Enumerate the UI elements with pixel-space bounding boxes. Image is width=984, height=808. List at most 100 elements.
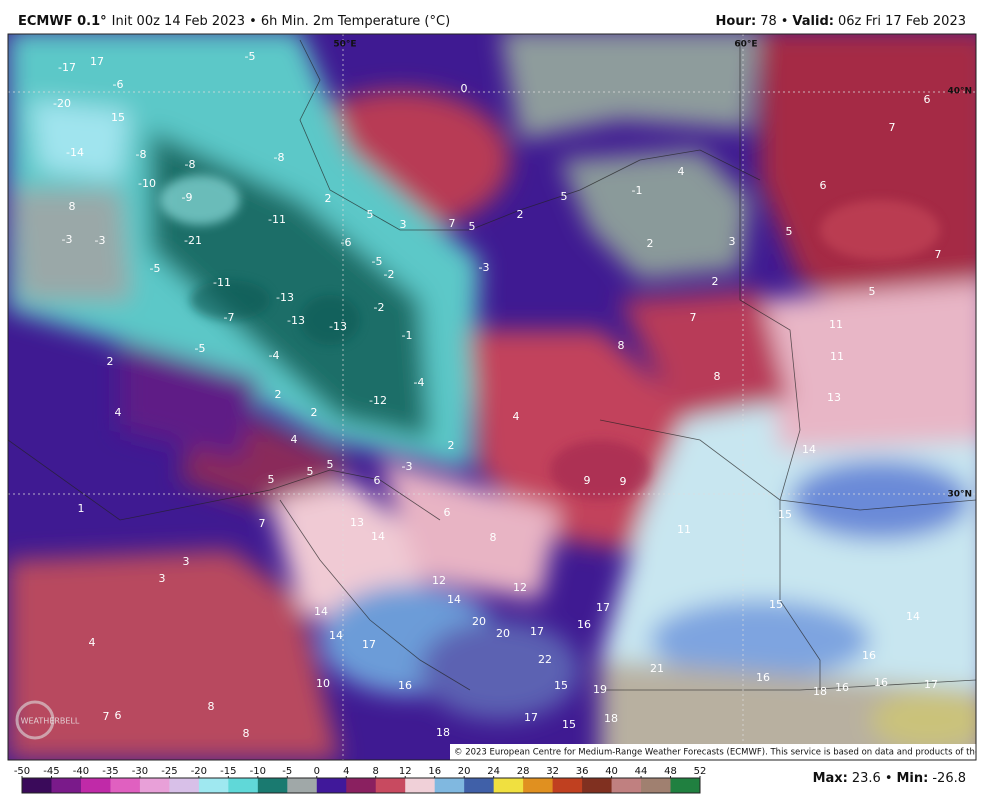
colorbar-tick-label: -25 bbox=[161, 766, 177, 777]
lon-label: 50°E bbox=[333, 40, 356, 50]
temperature-label: 7 bbox=[449, 217, 456, 230]
temperature-label: 2 bbox=[325, 192, 332, 205]
credit: © 2023 European Centre for Medium-Range … bbox=[454, 748, 984, 758]
temperature-label: 4 bbox=[89, 636, 96, 649]
temperature-label: 15 bbox=[778, 508, 792, 521]
temperature-label: 8 bbox=[618, 339, 625, 352]
temperature-label: -11 bbox=[268, 213, 286, 226]
temperature-label: 14 bbox=[447, 593, 461, 606]
temperature-label: -11 bbox=[213, 276, 231, 289]
temperature-label: 18 bbox=[813, 685, 827, 698]
colorbar-tick-label: -50 bbox=[14, 766, 30, 777]
colorbar-tick-label: 36 bbox=[576, 766, 589, 777]
temperature-label: -21 bbox=[184, 234, 202, 247]
temperature-label: 14 bbox=[329, 629, 343, 642]
temperature-label: 3 bbox=[729, 235, 736, 248]
colorbar-tick-label: 8 bbox=[373, 766, 379, 777]
max: 23.6 bbox=[852, 771, 881, 786]
separator: • bbox=[885, 771, 893, 786]
temperature-label: 14 bbox=[802, 443, 816, 456]
temperature-label: 17 bbox=[924, 678, 938, 691]
colorbar-segment bbox=[493, 778, 524, 793]
valid: 06z Fri 17 Feb 2023 bbox=[838, 14, 966, 29]
temperature-label: 6 bbox=[820, 179, 827, 192]
temperature-label: 8 bbox=[490, 531, 497, 544]
temperature-label: 5 bbox=[786, 225, 793, 238]
temperature-label: 16 bbox=[835, 681, 849, 694]
temperature-label: 2 bbox=[107, 355, 114, 368]
temperature-label: -8 bbox=[136, 148, 147, 161]
title: ECMWF 0.1° bbox=[18, 14, 107, 29]
temperature-label: 4 bbox=[513, 410, 520, 423]
temperature-label: 16 bbox=[874, 676, 888, 689]
temperature-label: -14 bbox=[66, 146, 84, 159]
temperature-label: 14 bbox=[314, 605, 328, 618]
temperature-label: -1 bbox=[402, 329, 413, 342]
temperature-label: -3 bbox=[95, 234, 106, 247]
colorbar-tick-label: 40 bbox=[605, 766, 618, 777]
temperature-label: 2 bbox=[275, 388, 282, 401]
temperature-label: 6 bbox=[374, 474, 381, 487]
temperature-label: -13 bbox=[287, 314, 305, 327]
temperature-label: 15 bbox=[562, 718, 576, 731]
temperature-label: -17 bbox=[58, 61, 76, 74]
temperature-label: 9 bbox=[584, 474, 591, 487]
colorbar-tick-label: -5 bbox=[282, 766, 292, 777]
temperature-label: 1 bbox=[78, 502, 85, 515]
temperature-label: 13 bbox=[350, 516, 364, 529]
temperature-label: 22 bbox=[538, 653, 552, 666]
temperature-label: 19 bbox=[593, 683, 607, 696]
colorbar-tick-label: 12 bbox=[399, 766, 412, 777]
temperature-label: -8 bbox=[185, 158, 196, 171]
colorbar-segment bbox=[198, 778, 229, 793]
colorbar-tick-label: 28 bbox=[517, 766, 530, 777]
colorbar-tick-label: 20 bbox=[458, 766, 471, 777]
temperature-label: 15 bbox=[111, 111, 125, 124]
temperature-label: 8 bbox=[714, 370, 721, 383]
temperature-label: 9 bbox=[620, 475, 627, 488]
min: -26.8 bbox=[932, 771, 966, 786]
lat-label: 30°N bbox=[947, 490, 972, 500]
temperature-label: 12 bbox=[432, 574, 446, 587]
colorbar-segment bbox=[139, 778, 170, 793]
temperature-label: 15 bbox=[554, 679, 568, 692]
temperature-label: 7 bbox=[935, 248, 942, 261]
temperature-label: 17 bbox=[524, 711, 538, 724]
temperature-label: -5 bbox=[150, 262, 161, 275]
colorbar-segment bbox=[51, 778, 82, 793]
colorbar-tick-label: -15 bbox=[220, 766, 236, 777]
temperature-label: -3 bbox=[402, 460, 413, 473]
colorbar-tick-label: 4 bbox=[343, 766, 349, 777]
temperature-label: 4 bbox=[678, 165, 685, 178]
temperature-label: 3 bbox=[400, 218, 407, 231]
temperature-label: -20 bbox=[53, 97, 71, 110]
colorbar-tick-label: 16 bbox=[428, 766, 441, 777]
temperature-label: 15 bbox=[769, 598, 783, 611]
colorbar-segment bbox=[582, 778, 613, 793]
colorbar-segment bbox=[641, 778, 672, 793]
texture bbox=[160, 175, 940, 500]
temperature-label: 20 bbox=[472, 615, 486, 628]
stats: Max: 23.6 • Min: -26.8 bbox=[813, 771, 966, 786]
temperature-label: 7 bbox=[690, 311, 697, 324]
temperature-label: 5 bbox=[469, 220, 476, 233]
colorbar-tick-label: -40 bbox=[73, 766, 89, 777]
lon-label: 60°E bbox=[734, 40, 757, 50]
temperature-label: -13 bbox=[329, 320, 347, 333]
temperature-label: 11 bbox=[677, 523, 691, 536]
colorbar-segment bbox=[552, 778, 583, 793]
header-right: Hour: 78 • Valid: 06z Fri 17 Feb 2023 bbox=[716, 14, 966, 29]
colorbar-segment bbox=[110, 778, 141, 793]
temperature-label: -2 bbox=[374, 301, 385, 314]
temperature-label: 0 bbox=[461, 82, 468, 95]
colorbar-segment bbox=[80, 778, 111, 793]
colorbar-tick-label: 52 bbox=[694, 766, 707, 777]
temperature-label: -2 bbox=[384, 268, 395, 281]
valid-label: Valid: bbox=[792, 14, 834, 29]
temperature-label: 16 bbox=[398, 679, 412, 692]
colorbar-tick-label: 44 bbox=[635, 766, 648, 777]
colorbar: -50 -45 -40 -35 -30 -25 -20 -15 -10 -5 0 4 8 12 16 20 24… bbox=[14, 766, 707, 794]
temperature-label: 16 bbox=[862, 649, 876, 662]
temperature-label: 7 bbox=[259, 517, 266, 530]
